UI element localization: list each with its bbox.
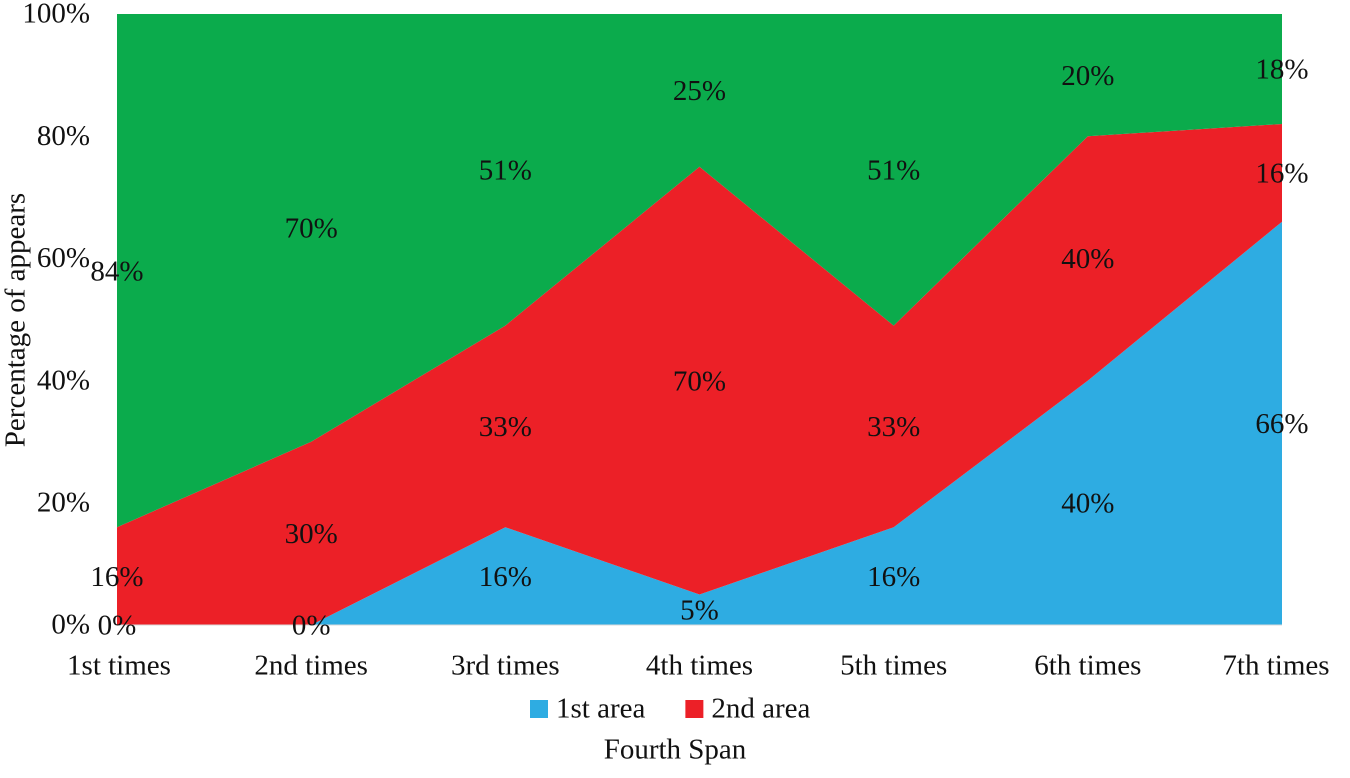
data-label: 51% — [867, 154, 920, 186]
data-label: 16% — [90, 561, 143, 593]
data-label: 0% — [98, 610, 137, 642]
data-label: 84% — [90, 255, 143, 287]
data-label: 51% — [479, 154, 532, 186]
data-label: 33% — [867, 411, 920, 443]
data-label: 40% — [1061, 243, 1114, 275]
legend-swatch — [685, 700, 704, 718]
area — [117, 14, 1282, 528]
y-tick-label: 40% — [37, 364, 90, 396]
data-label: 16% — [479, 561, 532, 593]
data-label: 40% — [1061, 487, 1114, 519]
y-axis-title: Percentage of appears — [0, 193, 32, 447]
data-label: 30% — [285, 518, 338, 550]
legend-label: 2nd area — [711, 693, 810, 725]
data-label: 5% — [680, 594, 719, 626]
data-label: 16% — [1255, 158, 1308, 190]
x-tick-label: 7th times — [1222, 650, 1329, 682]
y-tick-label: 60% — [37, 242, 90, 274]
x-tick-label: 6th times — [1034, 650, 1141, 682]
x-tick-label: 4th times — [646, 650, 753, 682]
data-label: 18% — [1255, 54, 1308, 86]
y-tick-label: 0% — [51, 609, 90, 641]
y-tick-label: 20% — [37, 486, 90, 518]
legend-label: 1st area — [556, 693, 645, 725]
x-tick-label: 5th times — [840, 650, 947, 682]
x-tick-label: 1st times — [67, 650, 171, 682]
data-label: 70% — [673, 365, 726, 397]
area — [117, 221, 1282, 626]
data-label: 70% — [285, 213, 338, 245]
x-axis-title: Fourth Span — [604, 734, 747, 766]
legend-swatch — [530, 700, 548, 718]
data-label: 66% — [1255, 408, 1308, 440]
data-label: 20% — [1061, 60, 1114, 92]
data-label: 0% — [292, 610, 331, 642]
data-label: 16% — [867, 561, 920, 593]
area — [117, 123, 1282, 625]
data-label: 33% — [479, 411, 532, 443]
x-tick-label: 2nd times — [254, 650, 368, 682]
x-tick-label: 3rd times — [451, 650, 560, 682]
data-label: 25% — [673, 75, 726, 107]
y-tick-label: 80% — [37, 120, 90, 152]
y-tick-label: 100% — [22, 0, 90, 30]
